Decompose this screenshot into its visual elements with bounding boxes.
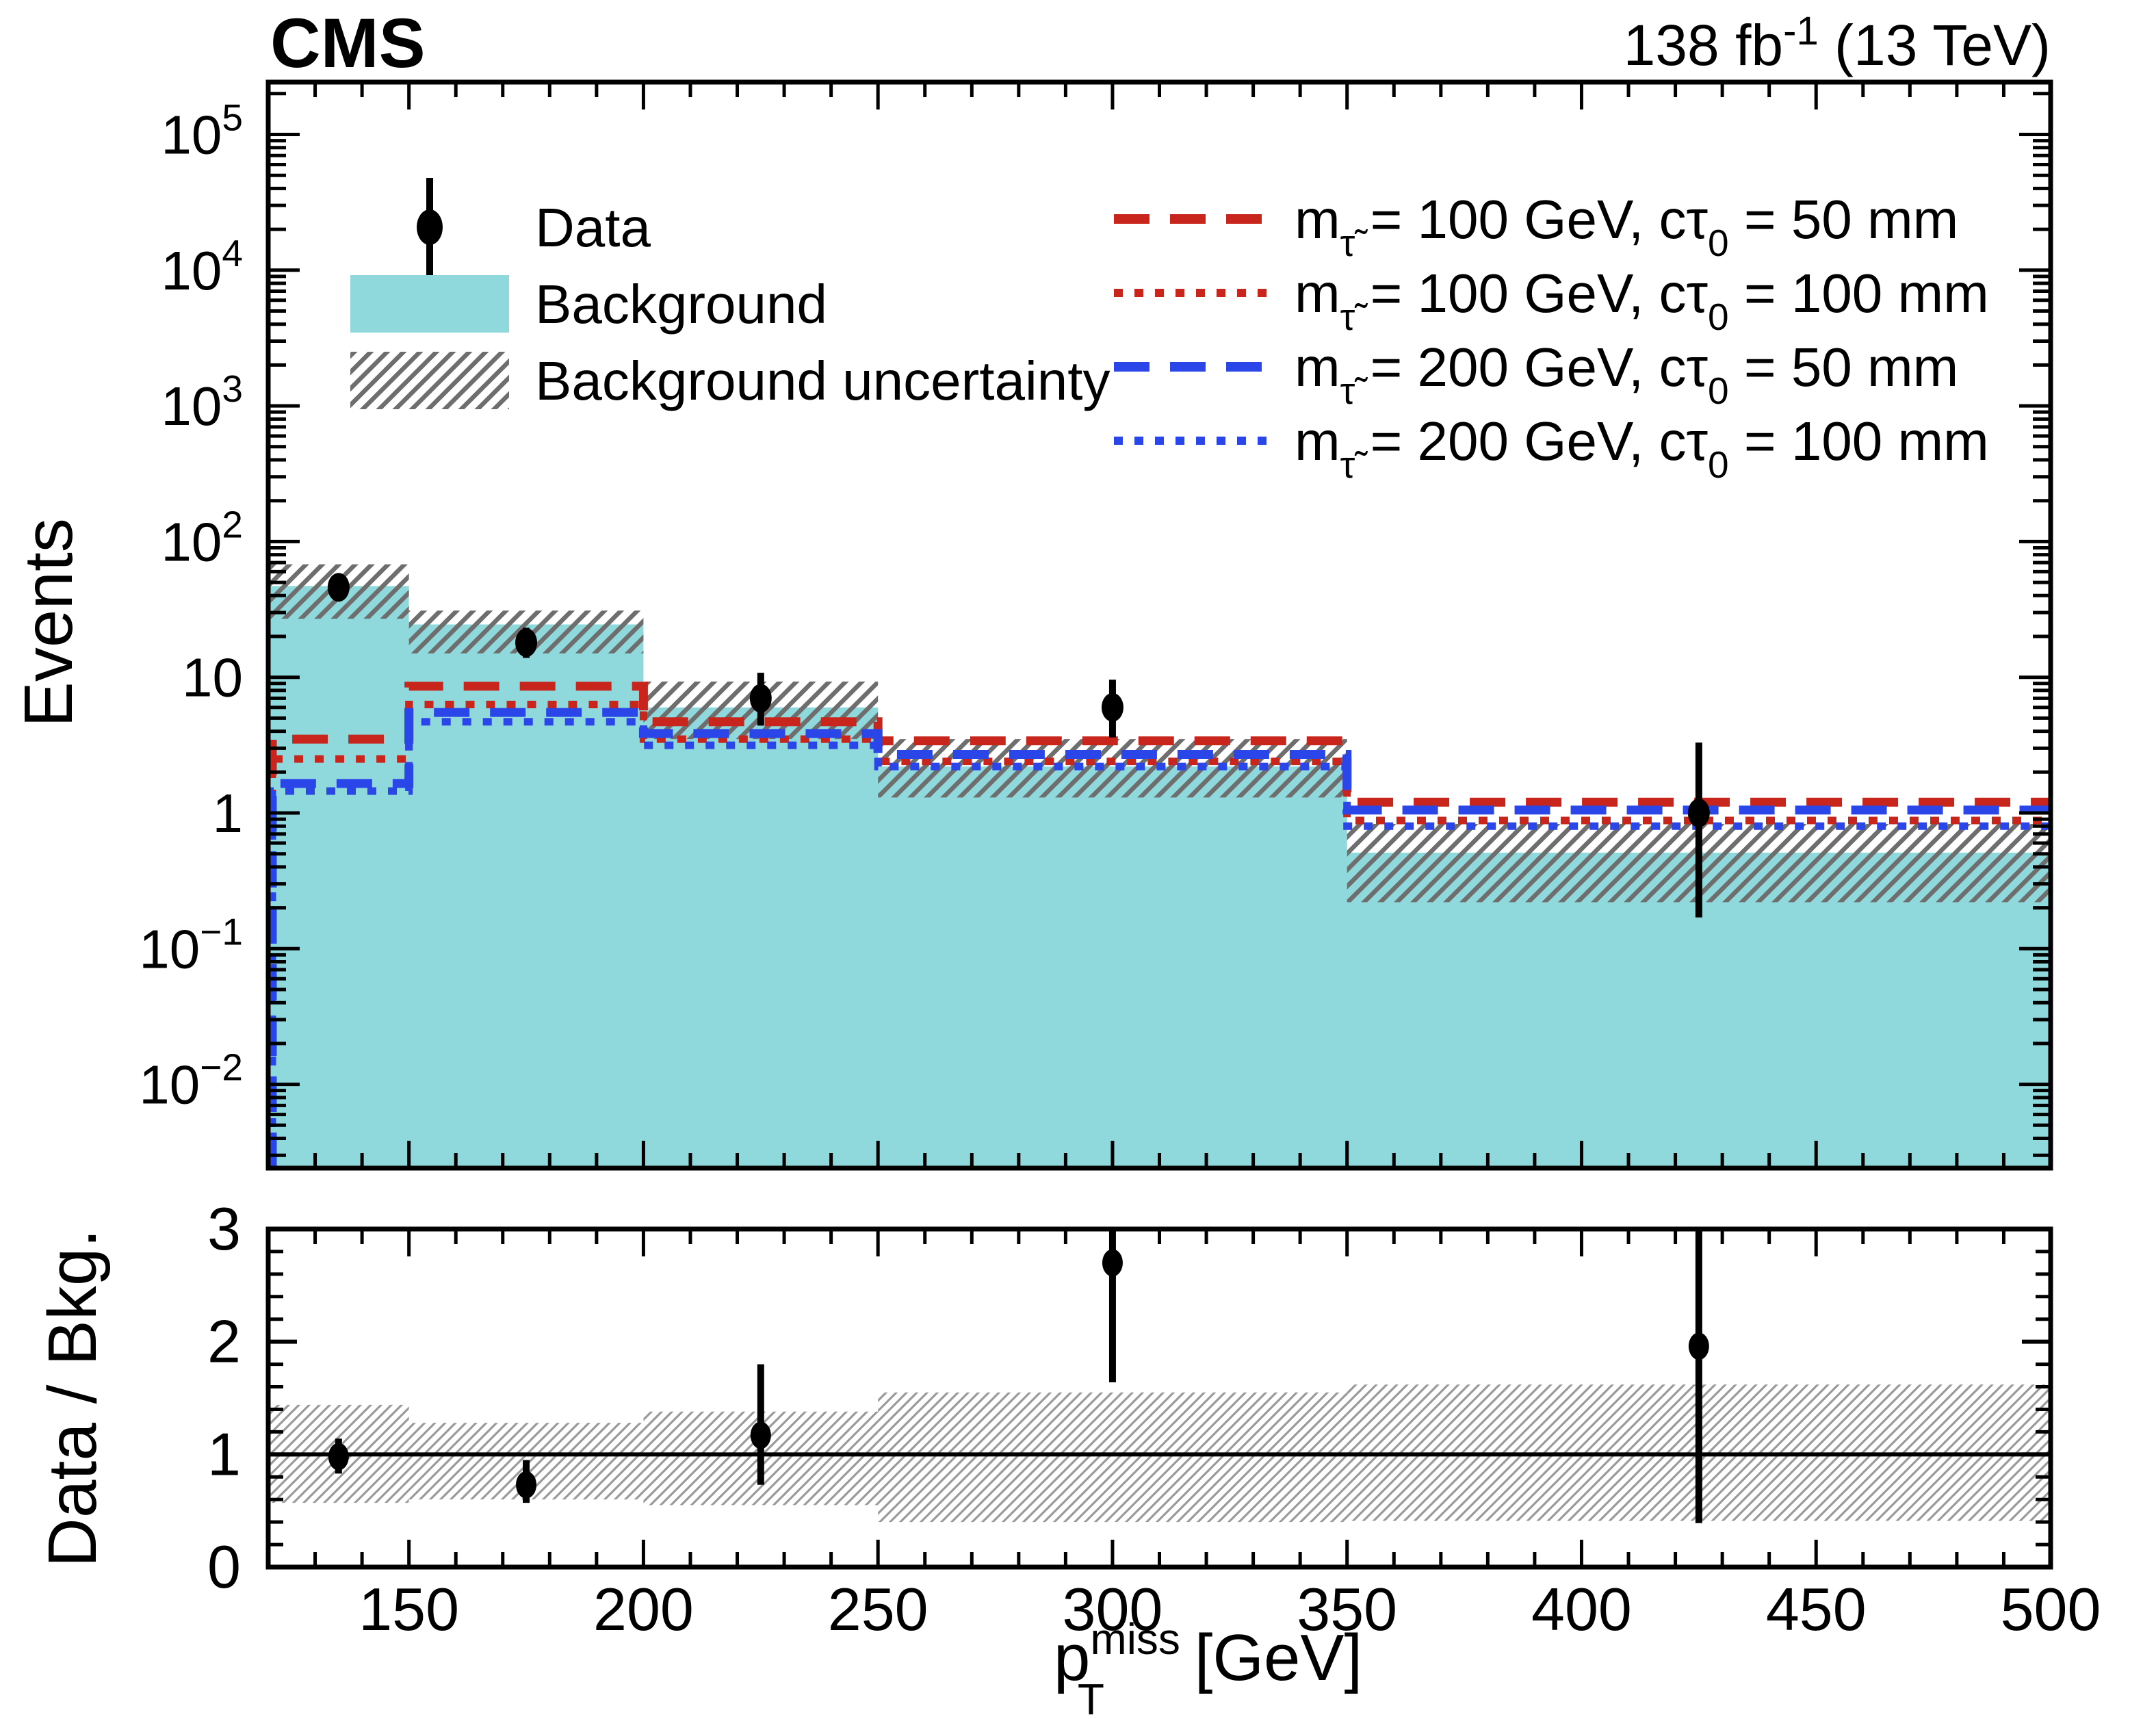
x-tick-labels: 150 200 250 300 350 400 450 500	[359, 1575, 2101, 1643]
svg-text:10: 10	[182, 647, 243, 708]
svg-text:500: 500	[2001, 1575, 2101, 1643]
axis-titles: CMS 138 fb-1 (13 TeV) Events Data / Bkg. pmi…	[10, 4, 2051, 1719]
svg-text:104: 104	[161, 232, 243, 301]
svg-text:103: 103	[161, 367, 243, 437]
ratio-y-tick-label: 2	[207, 1308, 241, 1375]
background-swatch-icon	[350, 275, 509, 333]
cms-label: CMS	[270, 4, 426, 82]
ratio-y-tick-label: 3	[207, 1195, 241, 1263]
ratio-y-tick-label: 1	[207, 1420, 241, 1488]
ratio-frame	[265, 1226, 2053, 1570]
svg-text:150: 150	[359, 1575, 459, 1643]
main-frame	[265, 79, 2053, 1171]
legend-label-mstau100-ctau50: mτ̃ = 100 GeV, cτ0 = 50 mm	[1295, 189, 1958, 264]
legend-label-uncertainty: Background uncertainty	[535, 350, 1111, 411]
legend-label-data: Data	[535, 197, 651, 258]
svg-text:1: 1	[213, 783, 244, 844]
legend-label-mstau200-ctau100: mτ̃ = 200 GeV, cτ0 = 100 mm	[1295, 411, 1989, 486]
ratio-data-points	[328, 1229, 1709, 1523]
svg-text:105: 105	[161, 96, 243, 166]
svg-text:10−2: 10−2	[139, 1046, 243, 1115]
x-axis-title: pmiss T [GeV]	[1054, 1614, 1362, 1719]
legend-label-mstau100-ctau100: mτ̃ = 100 GeV, cτ0 = 100 mm	[1295, 263, 1989, 338]
svg-text:450: 450	[1766, 1575, 1867, 1643]
svg-text:400: 400	[1531, 1575, 1632, 1643]
legend-left: Data Background Background uncertainty	[350, 178, 1111, 411]
svg-text:300: 300	[1063, 1575, 1163, 1643]
svg-text:200: 200	[593, 1575, 694, 1643]
lumi-label: 138 fb-1 (13 TeV)	[1624, 9, 2051, 77]
legend-item-mstau200-ctau50: mτ̃ = 200 GeV, cτ0 = 50 mm	[1114, 337, 1958, 412]
main-axis-ticks	[268, 82, 2051, 1168]
main-y-axis-title: Events	[10, 518, 87, 727]
ratio-y-axis-title: Data / Bkg.	[34, 1229, 111, 1568]
legend-label-background: Background	[535, 274, 827, 335]
legend-item-mstau100-ctau100: mτ̃ = 100 GeV, cτ0 = 100 mm	[1114, 263, 1989, 338]
legend-label-mstau200-ctau50: mτ̃ = 200 GeV, cτ0 = 50 mm	[1295, 337, 1958, 412]
svg-text:250: 250	[828, 1575, 928, 1643]
uncertainty-swatch-icon	[350, 352, 509, 409]
data-marker-icon	[417, 209, 443, 245]
svg-text:350: 350	[1297, 1575, 1397, 1643]
ratio-panel: 0 1 2 3 150 200 250 300 350 400 450 500	[207, 1195, 2101, 1643]
signal-line-mstau100-ctau100	[268, 700, 2051, 1168]
legend-item-mstau200-ctau100: mτ̃ = 200 GeV, cτ0 = 100 mm	[1114, 411, 1989, 486]
legend-item-mstau100-ctau50: mτ̃ = 100 GeV, cτ0 = 50 mm	[1114, 189, 1958, 264]
svg-text:10−1: 10−1	[139, 910, 243, 979]
signal-line-mstau200-ctau100	[268, 718, 2051, 1168]
legend-item-data	[417, 178, 443, 276]
svg-text:102: 102	[161, 503, 243, 572]
data-points	[327, 573, 1710, 918]
ratio-y-tick-label: 0	[207, 1533, 241, 1601]
ratio-axis-ticks	[268, 1227, 2051, 1569]
